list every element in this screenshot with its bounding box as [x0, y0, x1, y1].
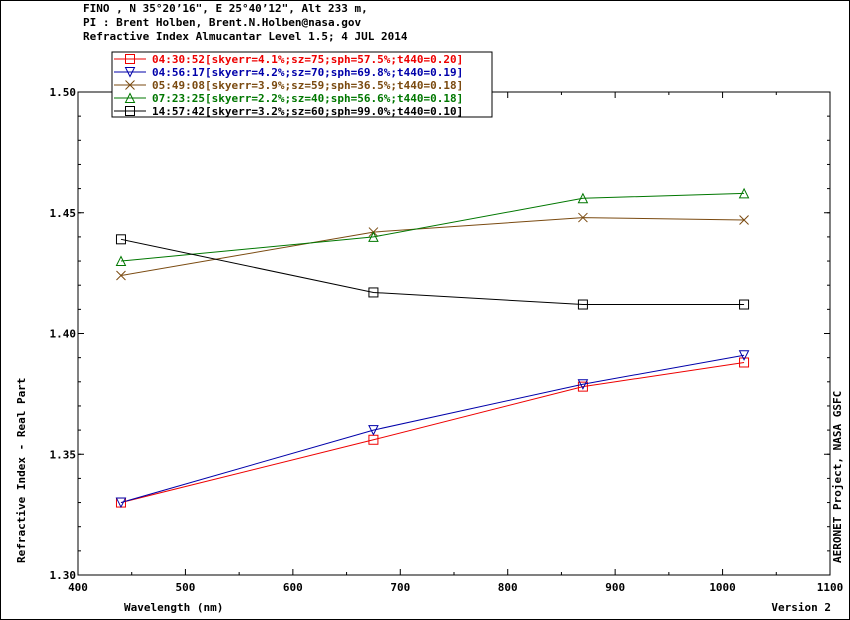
- y-tick-label: 1.50: [50, 86, 77, 99]
- legend-marker-2: [125, 80, 135, 90]
- x-tick-label: 500: [175, 581, 195, 594]
- legend-marker-4: [125, 106, 135, 116]
- legend-box: [111, 51, 493, 118]
- legend-marker-0: [125, 54, 135, 64]
- series-line-0: [120, 361, 745, 504]
- x-tick-label: 700: [390, 581, 410, 594]
- data-point-4: [577, 299, 588, 310]
- data-point-2: [739, 215, 749, 225]
- data-point-3: [368, 231, 379, 242]
- x-tick-label: 1100: [817, 581, 844, 594]
- x-axis-label: Wavelength (nm): [124, 601, 223, 614]
- data-point-2: [116, 270, 126, 281]
- series-line-3: [120, 192, 745, 262]
- site-info: FINO , N 35°20’16", E 25°40’12", Alt 233…: [83, 2, 368, 15]
- y-axis-label: Refractive Index - Real Part: [15, 378, 28, 563]
- data-point-0: [577, 381, 588, 392]
- legend-entry-0: 04:30:52[skyerr=4.1%;sz=75;sph=57.5%;t44…: [152, 53, 463, 66]
- chart-title: Refractive Index Almucantar Level 1.5; 4…: [83, 30, 408, 43]
- data-point-4: [115, 234, 126, 245]
- data-point-2: [578, 212, 588, 223]
- legend-entry-2: 05:49:08[skyerr=3.9%;sz=59;sph=36.5%;t44…: [152, 79, 463, 92]
- data-point-3: [738, 187, 750, 199]
- x-tick-label: 800: [498, 581, 518, 594]
- data-point-1: [577, 379, 589, 390]
- legend-marker-3: [124, 92, 136, 103]
- x-tick-label: 600: [283, 581, 303, 594]
- x-tick-label: 400: [68, 581, 88, 594]
- y-tick-label: 1.40: [50, 328, 77, 341]
- series-line-1: [120, 354, 745, 504]
- legend-entry-1: 04:56:17[skyerr=4.2%;sz=70;sph=69.8%;t44…: [152, 66, 463, 79]
- data-point-3: [115, 255, 127, 267]
- x-tick-label: 1000: [709, 581, 736, 594]
- y-tick-label: 1.35: [50, 448, 77, 461]
- data-point-1: [115, 497, 127, 509]
- data-point-1: [738, 350, 750, 361]
- plot-area: [77, 91, 831, 576]
- right-credit-label: AERONET Project, NASA GSFC: [831, 391, 844, 563]
- chart-header: FINO , N 35°20’16", E 25°40’12", Alt 233…: [83, 2, 408, 44]
- data-point-4: [368, 287, 379, 298]
- version-label: Version 2: [771, 601, 831, 614]
- data-point-0: [739, 357, 750, 368]
- legend-entry-3: 07:23:25[skyerr=2.2%;sz=40;sph=56.6%;t44…: [152, 92, 463, 105]
- pi-info: PI : Brent Holben, Brent.N.Holben@nasa.g…: [83, 16, 362, 29]
- x-tick-label: 900: [605, 581, 625, 594]
- data-point-3: [577, 192, 589, 204]
- data-point-1: [368, 425, 379, 436]
- legend-entry-4: 14:57:42[skyerr=3.2%;sz=60;sph=99.0%;t44…: [152, 105, 463, 118]
- y-tick-label: 1.45: [50, 207, 77, 220]
- legend-marker-1: [124, 67, 136, 78]
- series-line-2: [120, 217, 745, 277]
- data-point-4: [739, 299, 750, 310]
- y-tick-label: 1.30: [50, 569, 77, 582]
- series-line-4: [120, 238, 745, 306]
